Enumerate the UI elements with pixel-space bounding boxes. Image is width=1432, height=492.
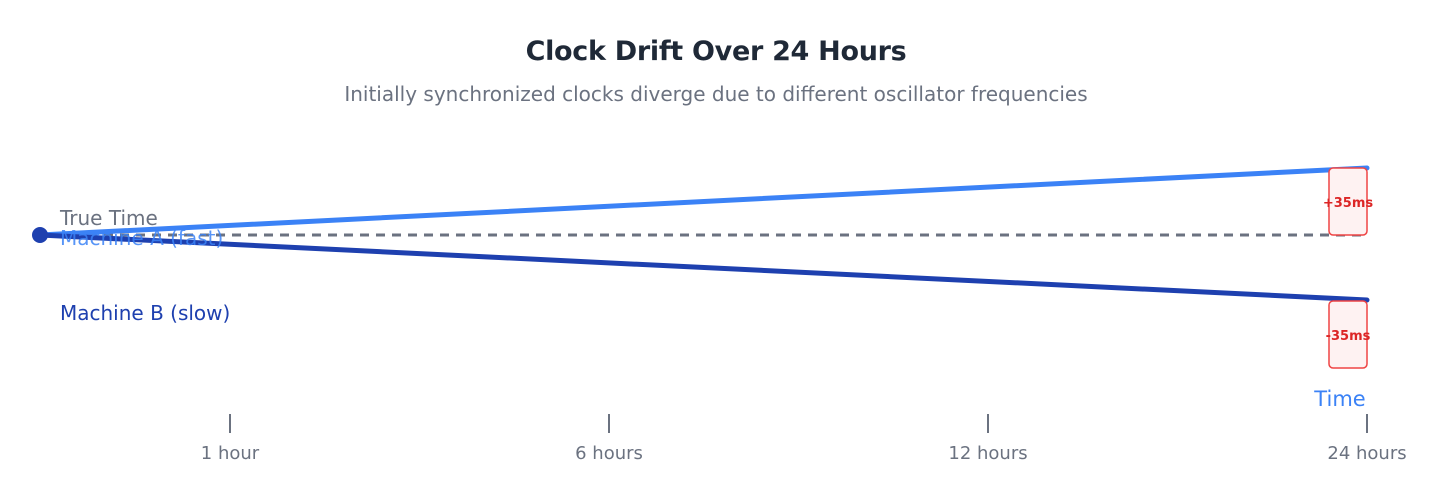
offset-badge-b: -35ms bbox=[1326, 300, 1371, 369]
machine-b-label: Machine B (slow) bbox=[60, 301, 230, 325]
true-time-label: True Time bbox=[59, 206, 158, 230]
machine-b-line bbox=[37, 232, 1370, 303]
tick-label-6h: 6 hours bbox=[575, 443, 643, 464]
page-title: Clock Drift Over 24 Hours bbox=[525, 36, 907, 67]
offset-a-text: +35ms bbox=[1323, 196, 1374, 211]
tick-label-12h: 12 hours bbox=[948, 443, 1027, 464]
sync-origin-point bbox=[32, 227, 48, 243]
tick-label-1h: 1 hour bbox=[201, 443, 260, 464]
time-axis-label: Time bbox=[1313, 387, 1365, 411]
tick-label-24h: 24 hours bbox=[1327, 443, 1406, 464]
machine-a-label: Machine A (fast) bbox=[60, 226, 223, 250]
machine-a-line bbox=[37, 165, 1370, 238]
offset-badge-a: +35ms bbox=[1323, 167, 1374, 236]
page-subtitle: Initially synchronized clocks diverge du… bbox=[344, 82, 1088, 106]
offset-b-text: -35ms bbox=[1326, 329, 1371, 344]
